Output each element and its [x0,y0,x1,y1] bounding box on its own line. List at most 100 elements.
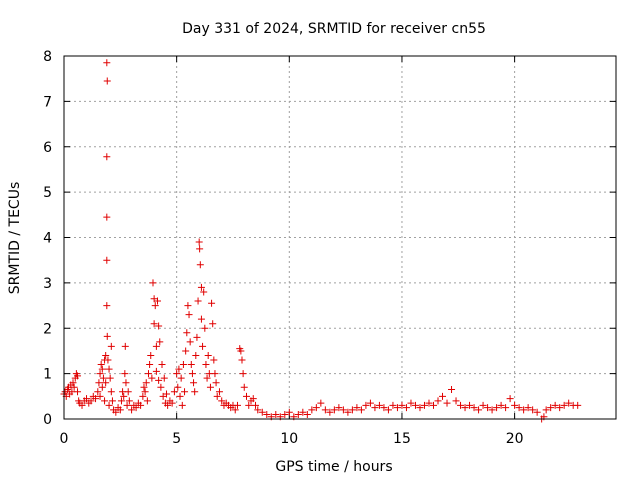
data-point [200,288,208,296]
data-point [102,379,110,387]
data-point [565,399,573,407]
data-point [245,401,253,409]
data-point [233,401,241,409]
data-point [148,374,156,382]
y-tick-label: 2 [43,321,52,337]
data-point [152,367,160,375]
data-point [99,374,107,382]
data-point [488,406,496,414]
data-point [139,392,147,400]
data-point [457,401,465,409]
data-point [348,406,356,414]
data-point [152,342,160,350]
data-point [326,408,334,416]
data-point [195,238,203,246]
data-point [533,408,541,416]
data-point [92,395,100,403]
data-point [103,302,111,310]
data-point [420,401,428,409]
data-point [416,404,424,412]
data-point [146,361,154,369]
data-point [252,401,260,409]
data-point [117,397,125,405]
data-point [187,361,195,369]
data-point [520,406,528,414]
data-point [551,401,559,409]
data-point [122,379,130,387]
data-point [380,404,388,412]
data-point [74,388,82,396]
data-point [96,370,104,378]
data-point [96,392,104,400]
x-tick-label: 15 [393,431,411,447]
data-point [218,397,226,405]
y-tick-label: 1 [43,367,52,383]
data-point [258,408,266,416]
data-point [439,392,447,400]
data-point [196,245,204,253]
data-point [108,397,116,405]
data-point [384,406,392,414]
data-point [398,401,406,409]
data-point [210,356,218,364]
data-point [186,338,194,346]
data-point [143,397,151,405]
data-point [173,370,181,378]
plot-frame [63,55,617,420]
y-tick-labels: 0 1 2 3 4 5 6 7 8 [43,49,52,428]
data-point [242,392,250,400]
data-point [132,404,140,412]
data-point [142,379,150,387]
data-point [206,383,214,391]
data-point [150,320,158,328]
data-point [529,406,537,414]
data-point [211,370,219,378]
data-point [192,351,200,359]
data-point [461,404,469,412]
data-point [317,399,325,407]
data-point [137,401,145,409]
data-point [170,388,178,396]
data-point [178,401,186,409]
data-point [174,383,182,391]
data-point [479,401,487,409]
data-point [177,374,185,382]
chart-title: Day 331 of 2024, SRMTID for receiver cn5… [182,21,486,37]
data-point [203,374,211,382]
data-point [560,401,568,409]
data-point [240,383,248,391]
data-point [506,395,514,403]
data-point [184,302,192,310]
data-point [574,401,582,409]
data-point [556,404,564,412]
data-point [94,388,102,396]
data-point [140,383,148,391]
data-point [120,392,128,400]
x-tick-label: 10 [280,431,298,447]
x-tick-labels: 0 5 10 15 20 [60,431,524,447]
data-point [237,347,245,355]
data-point [393,404,401,412]
data-point [87,397,95,405]
data-point [74,372,82,380]
data-point [175,365,183,373]
data-point [98,365,106,373]
data-point [335,404,343,412]
data-point [199,342,207,350]
data-point [299,408,307,416]
data-point [105,401,113,409]
data-point [98,383,106,391]
data-point [151,302,159,310]
data-point [103,332,111,340]
data-point [231,406,239,414]
data-point [249,395,257,403]
data-point [156,338,164,346]
data-point [155,322,163,330]
data-point [123,401,131,409]
data-point [425,399,433,407]
data-point [312,404,320,412]
data-point [69,379,77,387]
data-point [362,401,370,409]
data-point [155,376,163,384]
data-point [78,401,86,409]
